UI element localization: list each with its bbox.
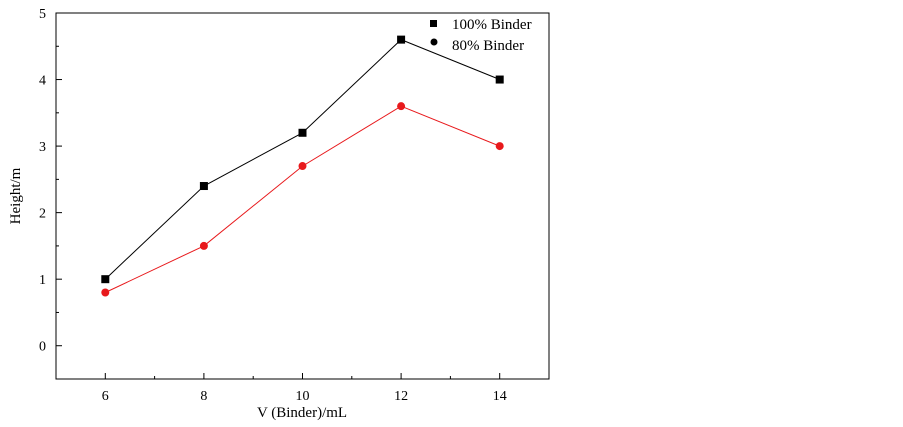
- x-tick-label: 6: [102, 389, 109, 404]
- data-point: [101, 275, 110, 284]
- data-point: [298, 128, 307, 137]
- y-tick-label: 5: [39, 7, 46, 22]
- data-point: [199, 182, 208, 191]
- y-tick-label: 0: [39, 340, 46, 355]
- y-tick-label: 3: [39, 140, 46, 155]
- y-tick-label: 1: [39, 273, 46, 288]
- legend-label-80-binder: 80% Binder: [452, 38, 524, 54]
- x-tick-label: 14: [493, 389, 507, 404]
- data-point: [495, 75, 504, 84]
- x-tick-label: 12: [394, 389, 408, 404]
- x-tick-label: 8: [200, 389, 207, 404]
- y-tick-label: 4: [39, 74, 46, 89]
- legend: 100% Binder 80% Binder: [430, 17, 532, 54]
- y-axis-label: Height/m: [8, 167, 24, 224]
- series-markers: [101, 35, 504, 297]
- y-tick-label: 2: [39, 207, 46, 222]
- data-point: [298, 162, 307, 171]
- data-point: [101, 288, 110, 297]
- data-point: [199, 241, 208, 250]
- data-point: [397, 102, 406, 111]
- legend-label-100-binder: 100% Binder: [452, 17, 532, 33]
- plot-frame: [55, 12, 550, 380]
- x-tick-label: 10: [296, 389, 310, 404]
- legend-marker-100-binder: [430, 20, 437, 27]
- axis-ticks: [56, 45, 501, 379]
- series-line-0: [104, 39, 500, 280]
- legend-marker-80-binder: [430, 38, 438, 46]
- data-point: [397, 35, 406, 44]
- data-point: [495, 142, 504, 151]
- x-axis-label: V (Binder)/mL: [257, 405, 347, 421]
